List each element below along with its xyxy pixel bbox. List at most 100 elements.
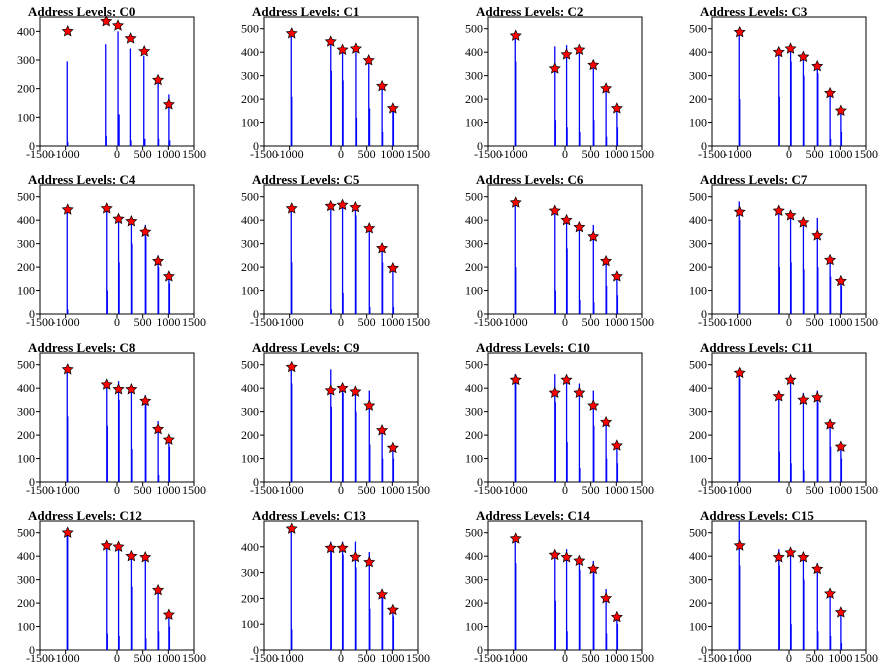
y-tick-label: 300 bbox=[241, 566, 259, 580]
y-tick-label: 100 bbox=[689, 116, 707, 130]
chart-svg: 0 100 200 300 400 500 -1500-1000 0 500 1000 1500 bbox=[241, 16, 430, 161]
histogram-bar bbox=[515, 378, 517, 482]
x-tick-label: 0 bbox=[786, 147, 792, 161]
x-tick-label: 0 bbox=[786, 315, 792, 329]
histogram-bar bbox=[554, 210, 556, 314]
histogram-bar bbox=[117, 31, 119, 146]
plot-frame bbox=[39, 184, 195, 315]
y-tick-label: 100 bbox=[241, 452, 259, 466]
peak-marker bbox=[152, 254, 165, 267]
histogram-bar bbox=[157, 589, 159, 650]
x-tick-label: -1500 bbox=[474, 651, 502, 665]
y-tick-label: 500 bbox=[17, 526, 35, 540]
y-tick-label: 300 bbox=[241, 405, 259, 419]
chart-panel-c11: 0 100 200 300 400 500 -1500 -1000 0 500 1000 1500 Ad… bbox=[672, 336, 896, 504]
peak-marker bbox=[587, 58, 600, 71]
y-tick-label: 400 bbox=[241, 381, 259, 395]
histogram-bar bbox=[117, 544, 120, 650]
x-tick-label: 1000 bbox=[604, 483, 628, 497]
peak-marker bbox=[386, 261, 399, 274]
peak-marker bbox=[349, 42, 362, 54]
peak-marker bbox=[733, 539, 746, 551]
chart-panel-c8: 0 100 200 300 400 500 -1500 -1000 0 500 1000 1500 Ad… bbox=[0, 336, 224, 504]
x-tick-label: -1500 bbox=[474, 483, 502, 497]
peak-marker bbox=[362, 54, 375, 66]
histogram-bar bbox=[392, 267, 394, 314]
x-tick-label: 500 bbox=[358, 315, 376, 329]
x-tick-label: 1500 bbox=[630, 651, 654, 665]
x-tick-label: -1000 bbox=[724, 147, 752, 161]
x-tick-label: -1000 bbox=[276, 315, 304, 329]
peak-marker bbox=[509, 532, 522, 544]
histogram-bar bbox=[840, 108, 842, 146]
peak-marker bbox=[824, 418, 837, 430]
y-tick-label: 200 bbox=[241, 428, 259, 442]
histogram-bar bbox=[514, 201, 516, 314]
chart-title: Address Levels: C11 bbox=[700, 340, 814, 355]
histogram-bar bbox=[778, 208, 780, 314]
chart-panel-c9: 0 100 200 300 400 500 -1500 -1000 0 500 1000 1500 Ad… bbox=[224, 336, 448, 504]
x-tick-label: 500 bbox=[134, 315, 152, 329]
histogram-bar bbox=[369, 306, 371, 314]
y-tick-label: 200 bbox=[17, 260, 35, 274]
x-tick-label: 500 bbox=[806, 651, 824, 665]
histogram-bar bbox=[330, 309, 332, 314]
y-tick-label: 500 bbox=[241, 358, 259, 372]
histogram-bar bbox=[829, 138, 832, 146]
chart-title: Address Levels: C8 bbox=[28, 340, 136, 355]
histogram-bar bbox=[566, 248, 568, 314]
histogram-bar bbox=[368, 56, 370, 146]
x-tick-label: -1500 bbox=[474, 147, 502, 161]
x-tick-label: -1000 bbox=[500, 483, 528, 497]
plot-frame bbox=[39, 16, 195, 147]
chart-svg: 0 100 200 300 400 500 -1500-1000 0 500 1000 1500 bbox=[241, 352, 430, 497]
chart-svg: 0 100 200 300 400 500 -1500-1000 0 500 1000 1500 bbox=[17, 184, 206, 329]
histogram-bar bbox=[168, 94, 170, 146]
histogram-bar bbox=[392, 110, 395, 146]
y-tick-label: 400 bbox=[689, 213, 707, 227]
peak-marker bbox=[285, 522, 298, 534]
histogram-bar bbox=[593, 572, 595, 650]
x-tick-label: 1000 bbox=[828, 651, 852, 665]
histogram-bar bbox=[330, 549, 332, 650]
peak-marker bbox=[509, 373, 522, 386]
histogram-bar bbox=[592, 61, 594, 146]
histogram-bar bbox=[106, 425, 108, 482]
y-tick-label: 300 bbox=[17, 405, 35, 419]
histogram-bar bbox=[515, 61, 517, 146]
peak-marker bbox=[587, 562, 600, 575]
histogram-bar bbox=[593, 302, 595, 314]
histogram-bar bbox=[802, 392, 805, 482]
histogram-bar bbox=[342, 554, 344, 650]
histogram-bar bbox=[355, 117, 358, 146]
chart-title: Address Levels: C3 bbox=[700, 4, 808, 19]
x-tick-label: 1000 bbox=[604, 651, 628, 665]
x-tick-label: -1500 bbox=[698, 483, 726, 497]
plot-frame bbox=[711, 184, 867, 315]
peak-marker bbox=[162, 98, 175, 110]
chart-title: Address Levels: C2 bbox=[476, 4, 584, 19]
x-tick-label: -1500 bbox=[26, 315, 54, 329]
plot-frame bbox=[711, 352, 867, 483]
x-tick-label: -1500 bbox=[250, 483, 278, 497]
y-tick-label: 0 bbox=[253, 475, 259, 489]
x-tick-label: -1500 bbox=[698, 651, 726, 665]
histogram-bar bbox=[739, 565, 741, 650]
histogram-bar bbox=[145, 638, 147, 650]
x-tick-label: 0 bbox=[114, 651, 120, 665]
y-tick-label: 300 bbox=[689, 237, 707, 251]
histogram-bar bbox=[605, 633, 608, 650]
histogram-bar bbox=[168, 446, 171, 482]
x-tick-label: 1000 bbox=[828, 483, 852, 497]
histogram-bar bbox=[169, 140, 171, 146]
y-tick-label: 500 bbox=[241, 190, 259, 204]
histogram-bar bbox=[330, 206, 332, 314]
histogram-bar bbox=[381, 262, 384, 314]
chart-svg: 0 100 200 300 400 500 -1500-1000 0 500 1000 1500 bbox=[689, 184, 878, 329]
histogram-bar bbox=[616, 624, 619, 650]
peak-marker bbox=[61, 203, 74, 215]
x-tick-label: -1000 bbox=[52, 147, 80, 161]
plot-frame bbox=[39, 520, 195, 651]
peak-marker bbox=[61, 363, 74, 375]
peak-marker bbox=[811, 229, 824, 241]
